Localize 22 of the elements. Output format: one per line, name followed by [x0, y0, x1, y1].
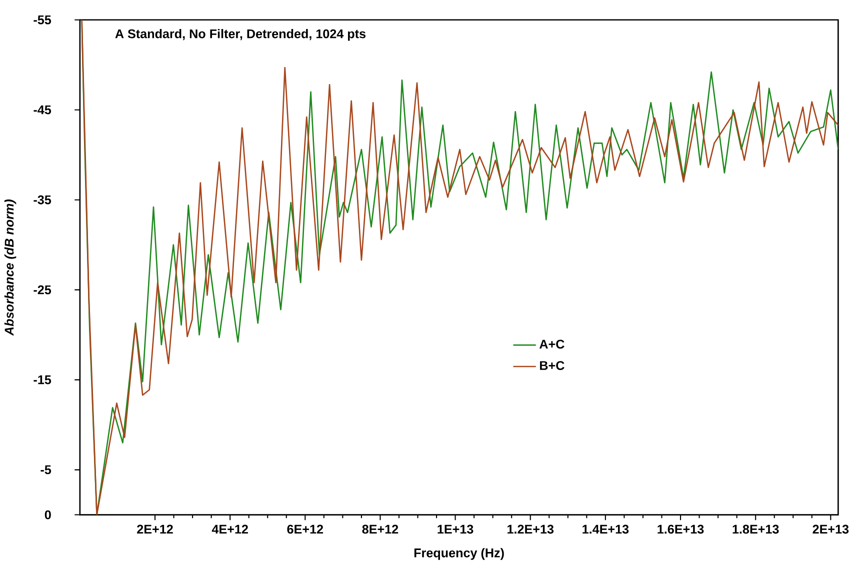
legend-label: A+C [539, 340, 564, 348]
x-tick-label: 2E+13 [812, 524, 849, 534]
x-axis-title: Frequency (Hz) [414, 548, 504, 560]
x-tick-label: 1.2E+13 [508, 524, 554, 534]
x-tick-label: 8E+12 [362, 524, 398, 534]
y-tick-label: -45 [34, 105, 52, 114]
x-tick-label: 1E+13 [438, 524, 474, 534]
x-tick-label: 2E+12 [137, 524, 173, 534]
y-tick-label: 0 [44, 510, 51, 520]
y-tick-label: -35 [34, 195, 52, 204]
x-tick-label: 1.8E+13 [732, 524, 779, 534]
x-tick-label: 6E+12 [287, 524, 324, 534]
y-tick-label: -25 [34, 285, 52, 294]
y-tick-label: -55 [34, 15, 52, 24]
y-tick-label: -5 [40, 465, 52, 474]
x-tick-label: 1.4E+13 [582, 524, 629, 534]
x-tick-label: 1.6E+13 [658, 524, 704, 534]
legend-label: B+C [540, 360, 564, 370]
y-axis-title: Absorbance (dB norm) [4, 199, 16, 336]
x-tick-label: 4E+12 [212, 524, 248, 534]
text: A Standard, No Filter, Detrended, 1024 pts [115, 28, 366, 41]
y-tick-label: -15 [34, 375, 52, 384]
